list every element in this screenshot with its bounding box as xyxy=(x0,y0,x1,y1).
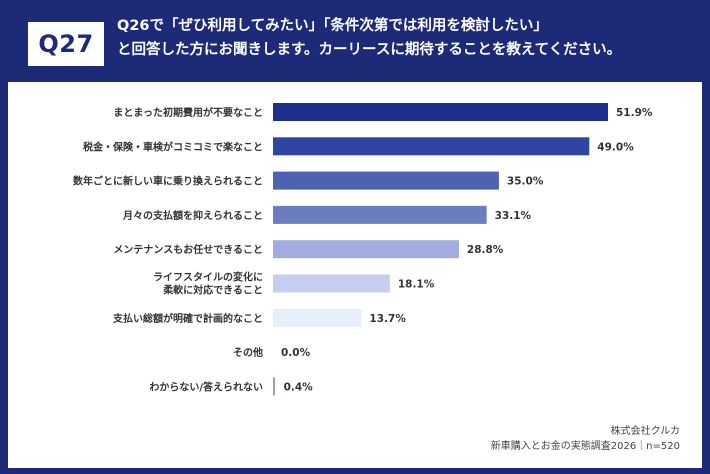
value-label: 35.0% xyxy=(507,176,544,188)
question-number-badge: Q27 xyxy=(28,22,104,66)
bar-chart: まとまった初期費用が不要なこと 51.9% 税金・保険・車検がコミコミで楽なこと 49… xyxy=(73,103,653,396)
category-label: わからない/答えられない xyxy=(149,380,263,393)
bar xyxy=(273,377,275,396)
question-title: Q26で「ぜひ利用してみたい」「条件次第では利用を検討したい」 と回答した方にお… xyxy=(117,14,697,62)
category-label: 税金・保険・車検がコミコミで楽なこと xyxy=(83,140,263,153)
bar xyxy=(273,205,487,224)
category-label: メンテナンスもお任せできること xyxy=(113,243,263,256)
bar xyxy=(273,274,390,293)
value-label: 13.7% xyxy=(369,313,406,325)
survey-name: 新車購入とお金の実態調査2026｜n=520 xyxy=(490,441,680,452)
bar xyxy=(273,240,459,259)
bar xyxy=(273,103,608,121)
company-name: 株式会社クルカ xyxy=(610,426,680,437)
value-label: 18.1% xyxy=(398,279,435,291)
value-label: 49.0% xyxy=(597,141,634,153)
category-label: ライフスタイルの変化に柔軟に対応できること xyxy=(153,271,263,297)
category-label: まとまった初期費用が不要なこと xyxy=(113,106,263,119)
value-label: 33.1% xyxy=(495,210,532,222)
category-label: 支払い総額が明確で計画的なこと xyxy=(112,312,263,325)
bar xyxy=(273,137,590,156)
category-label: 月々の支払額を抑えられること xyxy=(122,209,263,222)
value-label: 0.0% xyxy=(281,347,311,359)
question-title-line-1: Q26で「ぜひ利用してみたい」「条件次第では利用を検討したい」 xyxy=(117,18,548,34)
bar xyxy=(273,308,362,327)
value-label: 28.8% xyxy=(467,244,504,256)
value-label: 51.9% xyxy=(616,107,653,119)
category-label: 数年ごとに新しい車に乗り換えられること xyxy=(73,175,263,188)
category-label: その他 xyxy=(233,346,263,359)
question-header: Q27 Q26で「ぜひ利用してみたい」「条件次第では利用を検討したい」 と回答し… xyxy=(0,0,710,74)
chart-panel: まとまった初期費用が不要なこと 51.9% 税金・保険・車検がコミコミで楽なこと 49… xyxy=(8,82,702,468)
question-title-line-2: と回答した方にお聞きします。カーリースに期待することを教えてください。 xyxy=(117,42,622,58)
value-label: 0.4% xyxy=(284,381,314,393)
bar xyxy=(273,171,499,190)
source-footer: 株式会社クルカ 新車購入とお金の実態調査2026｜n=520 xyxy=(491,424,680,454)
